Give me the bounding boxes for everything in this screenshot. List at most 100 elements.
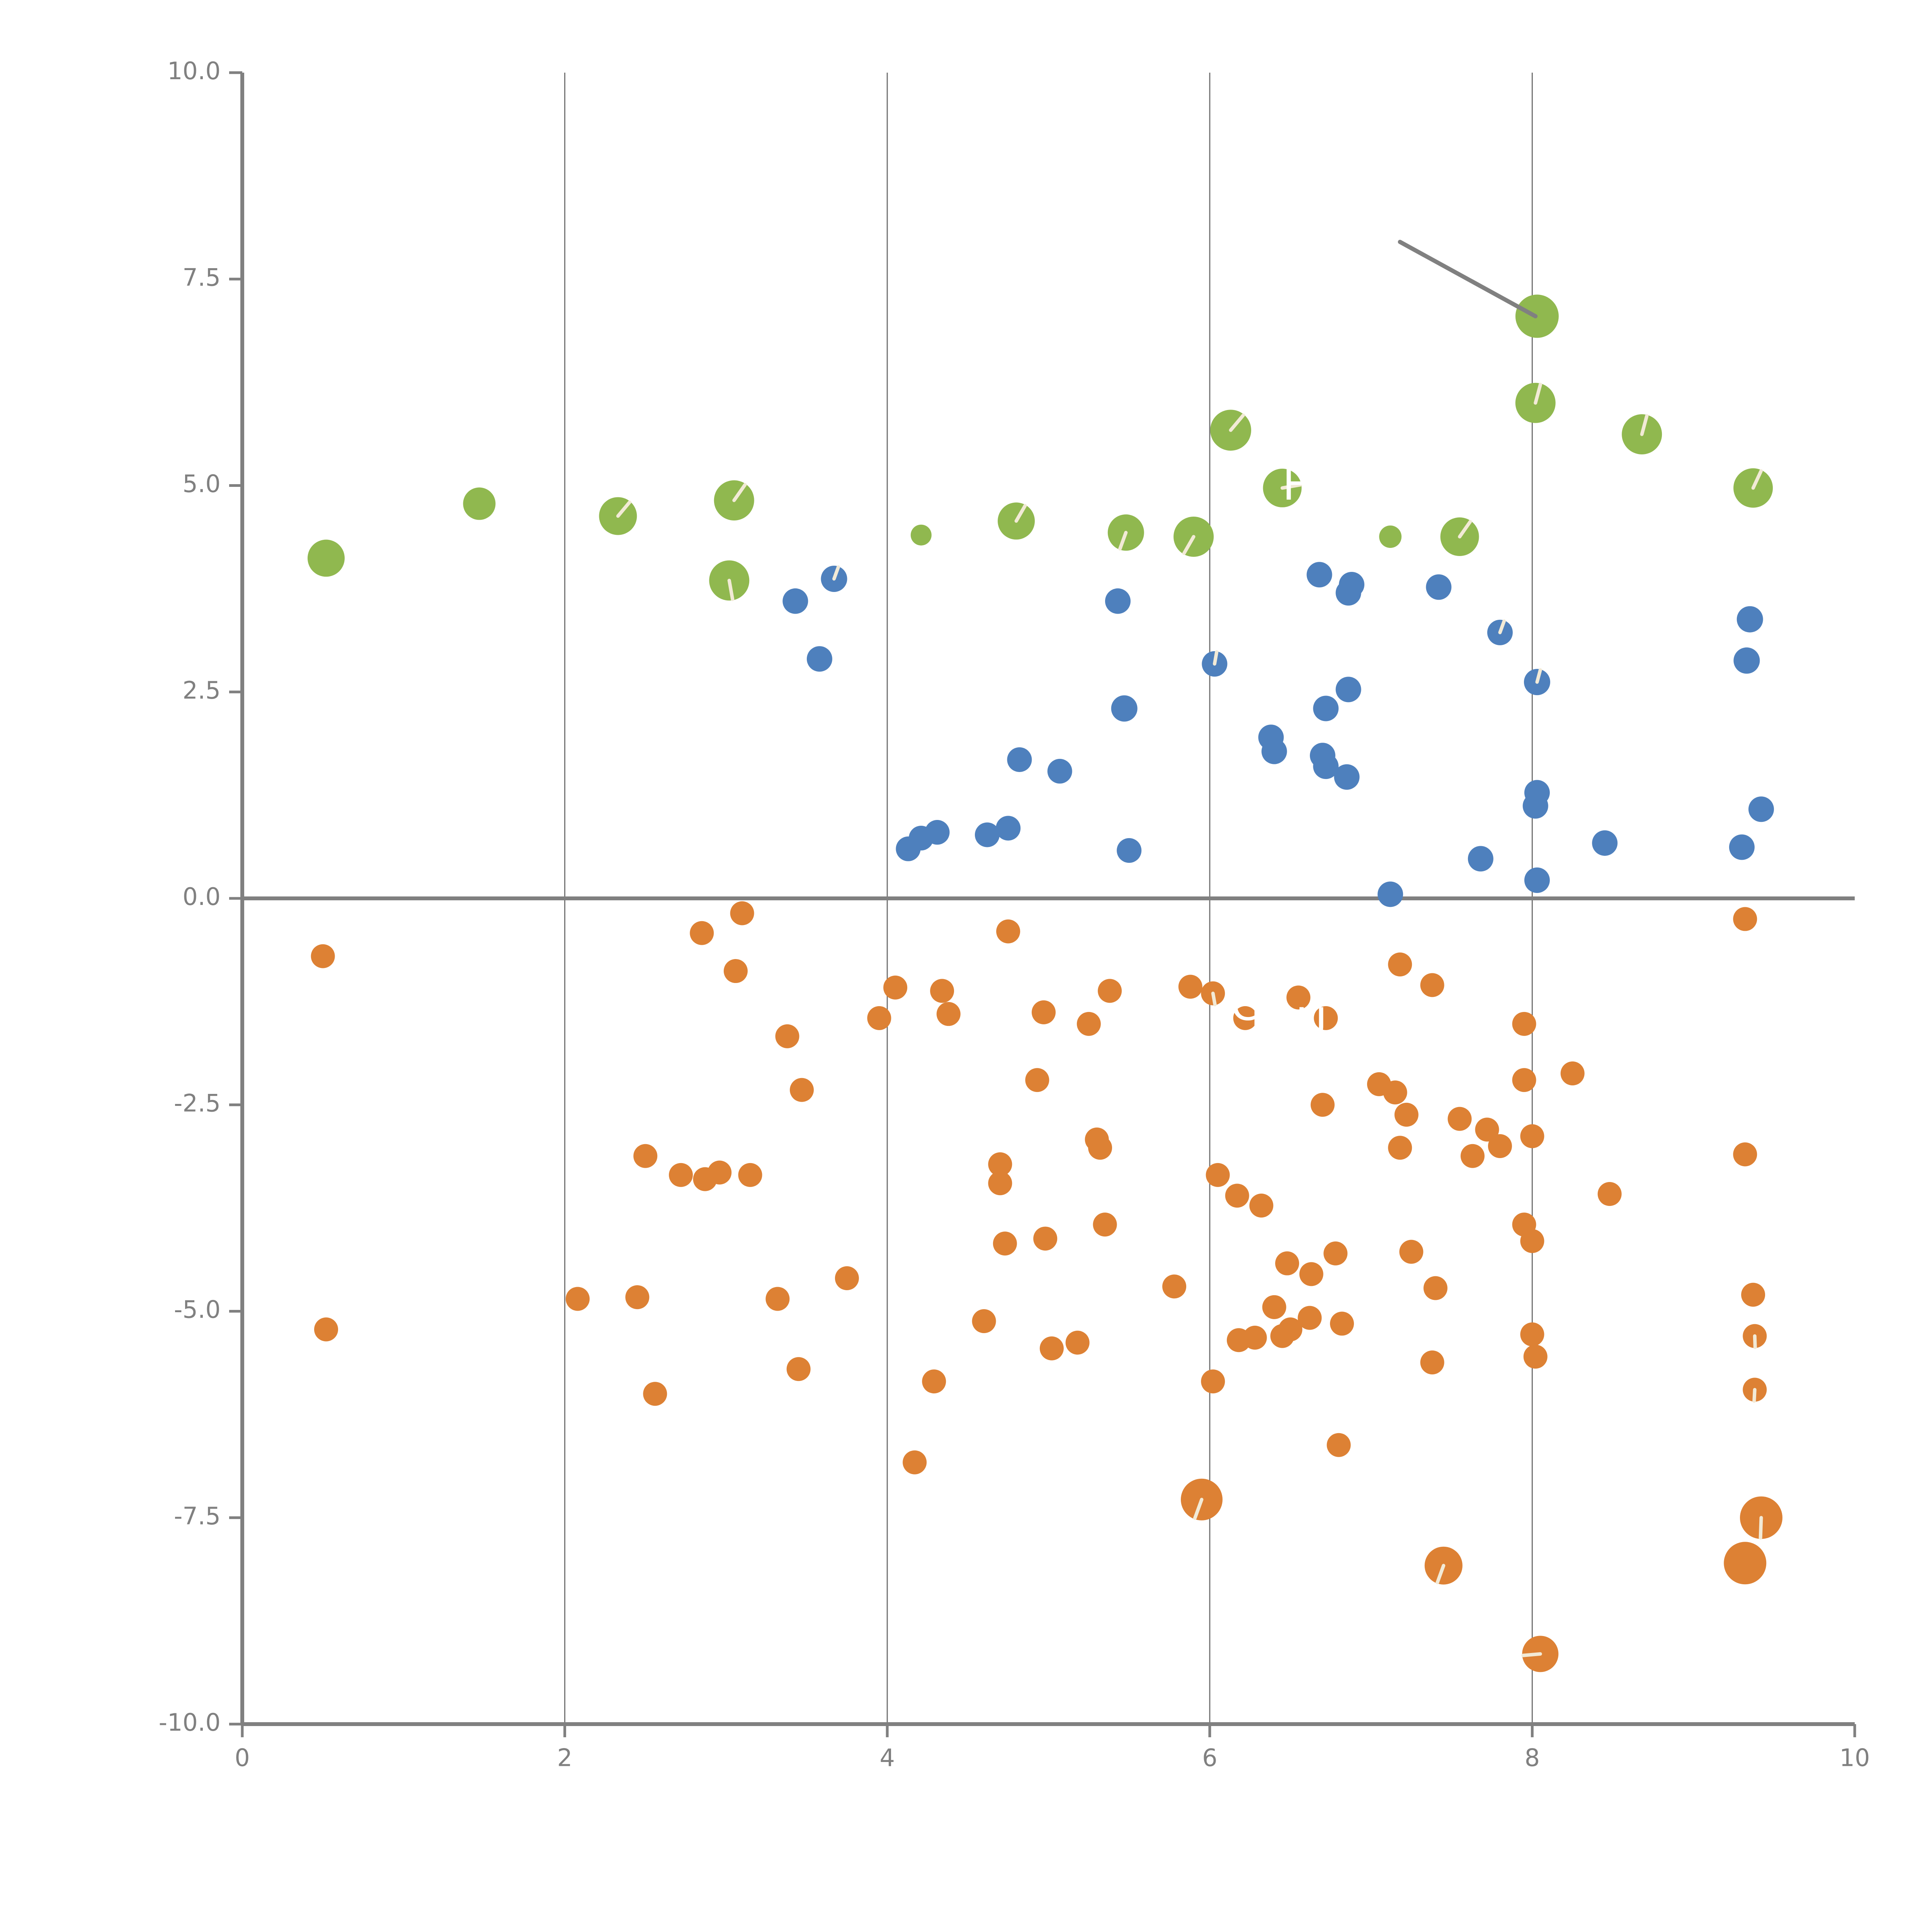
data-point[interactable] — [1520, 1229, 1544, 1253]
data-point[interactable] — [1592, 830, 1618, 856]
data-point[interactable] — [786, 1357, 811, 1381]
data-point[interactable] — [806, 646, 832, 672]
data-point[interactable] — [1117, 838, 1142, 863]
data-point[interactable] — [1748, 796, 1774, 822]
data-point[interactable] — [1334, 764, 1360, 790]
data-point[interactable] — [1313, 753, 1339, 779]
data-point[interactable] — [463, 487, 496, 520]
data-point[interactable] — [1007, 747, 1032, 772]
data-point[interactable] — [1420, 1350, 1444, 1374]
data-point[interactable] — [307, 539, 345, 577]
data-point[interactable] — [1388, 952, 1412, 976]
data-point[interactable] — [765, 1287, 790, 1311]
data-point[interactable] — [1724, 1542, 1767, 1585]
data-point[interactable] — [1206, 1163, 1230, 1187]
data-point[interactable] — [1275, 1251, 1299, 1276]
data-point[interactable] — [1468, 846, 1493, 872]
data-point[interactable] — [1733, 907, 1757, 931]
data-point[interactable] — [1523, 1345, 1548, 1369]
data-point[interactable] — [1394, 1102, 1418, 1127]
data-point[interactable] — [922, 1369, 946, 1394]
data-point[interactable] — [1262, 1295, 1286, 1319]
data-point[interactable] — [625, 1285, 650, 1310]
data-point[interactable] — [1399, 1240, 1423, 1264]
data-point[interactable] — [1560, 1061, 1585, 1086]
data-point[interactable] — [1323, 1241, 1348, 1265]
data-point[interactable] — [930, 979, 954, 1003]
data-point[interactable] — [1025, 1068, 1049, 1092]
data-point[interactable] — [1178, 975, 1202, 999]
data-point[interactable] — [993, 1231, 1017, 1256]
data-point[interactable] — [1335, 580, 1361, 606]
data-point[interactable] — [988, 1171, 1012, 1196]
data-point[interactable] — [669, 1163, 693, 1187]
data-point[interactable] — [1314, 1006, 1338, 1030]
data-point[interactable] — [1426, 574, 1452, 600]
data-point[interactable] — [1047, 759, 1072, 784]
data-point[interactable] — [1460, 1144, 1485, 1168]
data-point[interactable] — [1488, 1134, 1512, 1158]
data-point[interactable] — [314, 1317, 338, 1342]
data-point[interactable] — [867, 1006, 891, 1030]
data-point[interactable] — [1378, 881, 1403, 907]
data-point[interactable] — [1310, 1093, 1335, 1117]
data-point[interactable] — [1520, 1124, 1544, 1148]
data-point[interactable] — [1306, 562, 1332, 588]
data-point[interactable] — [1736, 606, 1763, 633]
data-point[interactable] — [1729, 834, 1755, 860]
data-point[interactable] — [1077, 1012, 1101, 1036]
data-point[interactable] — [643, 1382, 667, 1406]
data-point[interactable] — [1313, 696, 1339, 721]
data-point[interactable] — [1088, 1136, 1112, 1160]
data-point[interactable] — [1733, 647, 1760, 674]
data-point[interactable] — [975, 822, 1000, 847]
data-point[interactable] — [1286, 985, 1311, 1010]
data-point[interactable] — [1475, 1117, 1499, 1142]
data-point[interactable] — [925, 820, 950, 845]
data-point[interactable] — [1379, 525, 1402, 548]
data-point[interactable] — [730, 901, 754, 925]
data-point[interactable] — [1111, 695, 1138, 722]
data-point[interactable] — [1098, 979, 1122, 1003]
data-point[interactable] — [1162, 1274, 1186, 1299]
data-point[interactable] — [707, 1160, 732, 1185]
data-point[interactable] — [1225, 1184, 1249, 1208]
data-point[interactable] — [1524, 867, 1550, 893]
data-point[interactable] — [1335, 677, 1361, 702]
data-point[interactable] — [1249, 1193, 1274, 1218]
data-point[interactable] — [1733, 1142, 1757, 1167]
data-point[interactable] — [1261, 738, 1287, 764]
data-point[interactable] — [1423, 1276, 1448, 1300]
data-point[interactable] — [633, 1144, 658, 1168]
data-point[interactable] — [1597, 1182, 1622, 1206]
data-point[interactable] — [996, 816, 1021, 841]
data-point[interactable] — [1383, 1080, 1407, 1105]
data-point[interactable] — [988, 1152, 1012, 1177]
data-point[interactable] — [1299, 1262, 1323, 1286]
data-point[interactable] — [1201, 1369, 1225, 1394]
data-point[interactable] — [1093, 1213, 1117, 1237]
data-point[interactable] — [1512, 1012, 1536, 1036]
data-point[interactable] — [1039, 1336, 1064, 1361]
data-point[interactable] — [1388, 1136, 1412, 1160]
data-point[interactable] — [1522, 793, 1548, 819]
data-point[interactable] — [1420, 973, 1444, 997]
data-point[interactable] — [1065, 1330, 1090, 1355]
data-point[interactable] — [1327, 1433, 1351, 1457]
data-point[interactable] — [565, 1287, 590, 1311]
data-point[interactable] — [311, 944, 335, 968]
data-point[interactable] — [996, 919, 1020, 944]
data-point[interactable] — [1298, 1306, 1322, 1330]
data-point[interactable] — [1741, 1282, 1765, 1307]
data-point[interactable] — [972, 1309, 996, 1333]
data-point[interactable] — [883, 975, 908, 1000]
data-point[interactable] — [1105, 588, 1131, 614]
data-point[interactable] — [723, 959, 748, 983]
data-point[interactable] — [1278, 1317, 1303, 1342]
data-point[interactable] — [775, 1024, 799, 1048]
data-point[interactable] — [1233, 1006, 1257, 1030]
data-point[interactable] — [1031, 1000, 1056, 1024]
data-point[interactable] — [738, 1163, 762, 1187]
data-point[interactable] — [1243, 1325, 1267, 1350]
data-point[interactable] — [1520, 1322, 1544, 1347]
